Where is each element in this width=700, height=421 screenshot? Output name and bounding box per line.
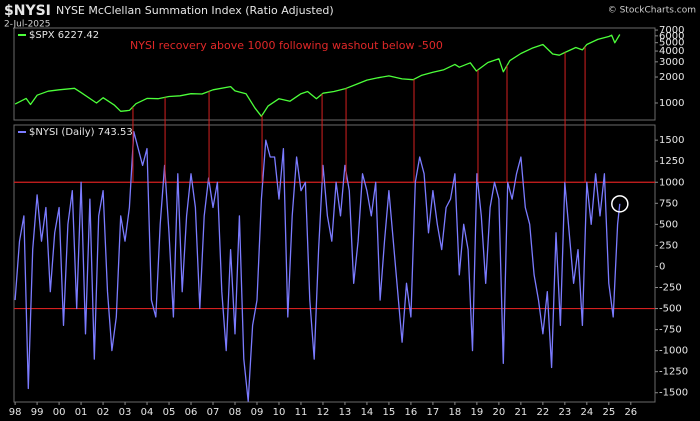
x-tick-label: 16 <box>405 407 418 418</box>
x-tick-label: 20 <box>493 407 506 418</box>
x-tick-label: 98 <box>9 407 22 418</box>
y-tick-label: 1000 <box>659 98 684 109</box>
series-line <box>14 131 621 402</box>
y-tick-label: 750 <box>659 198 678 209</box>
legend-label: $SPX 6227.42 <box>29 30 99 41</box>
annotation: NYSI recovery above 1000 following washo… <box>130 39 443 52</box>
x-tick-label: 00 <box>53 407 66 418</box>
x-tick-label: 17 <box>427 407 440 418</box>
chart-title: NYSE McClellan Summation Index (Ratio Ad… <box>56 4 334 17</box>
y-tick-label: -1500 <box>659 388 688 399</box>
legend-label: $NYSI (Daily) 743.53 <box>29 127 133 138</box>
x-tick-label: 14 <box>361 407 374 418</box>
x-tick-label: 22 <box>536 407 549 418</box>
credit: © StockCharts.com <box>608 6 696 16</box>
y-tick-label: 0 <box>659 261 665 272</box>
chart-date: 2-Jul-2025 <box>4 20 51 30</box>
x-tick-label: 03 <box>119 407 132 418</box>
series-line <box>14 34 621 117</box>
y-tick-label: 5000 <box>659 38 684 49</box>
y-tick-label: -1000 <box>659 346 688 357</box>
x-tick-label: 11 <box>295 407 308 418</box>
symbol: $NYSI <box>4 3 51 19</box>
x-tick-label: 12 <box>317 407 330 418</box>
y-tick-label: -1250 <box>659 367 688 378</box>
panel-frame <box>13 27 656 121</box>
x-tick-label: 25 <box>602 407 615 418</box>
y-tick-label: 250 <box>659 240 678 251</box>
x-tick-label: 08 <box>229 407 242 418</box>
y-tick-label: -500 <box>659 304 682 315</box>
x-tick-label: 09 <box>251 407 264 418</box>
x-tick-label: 99 <box>31 407 44 418</box>
x-tick-label: 26 <box>624 407 637 418</box>
x-tick-label: 24 <box>580 407 593 418</box>
x-tick-label: 04 <box>141 407 154 418</box>
y-tick-label: 3000 <box>659 57 684 68</box>
x-tick-label: 06 <box>185 407 198 418</box>
y-tick-label: 2000 <box>659 72 684 83</box>
y-tick-label: 1500 <box>659 135 684 146</box>
y-tick-label: 500 <box>659 219 678 230</box>
x-tick-label: 23 <box>558 407 571 418</box>
x-tick-label: 07 <box>207 407 220 418</box>
x-tick-label: 10 <box>273 407 286 418</box>
x-tick-label: 01 <box>75 407 88 418</box>
y-tick-label: 6000 <box>659 31 684 42</box>
y-tick-label: 7000 <box>659 25 684 36</box>
y-tick-label: -750 <box>659 325 682 336</box>
x-tick-label: 13 <box>339 407 352 418</box>
x-tick-label: 18 <box>449 407 462 418</box>
x-tick-label: 21 <box>514 407 527 418</box>
y-tick-label: 4000 <box>659 46 684 57</box>
last-value-marker <box>611 195 629 213</box>
y-tick-label: 1000 <box>659 177 684 188</box>
x-tick-label: 05 <box>163 407 176 418</box>
x-tick-label: 15 <box>383 407 396 418</box>
y-tick-label: -250 <box>659 282 682 293</box>
y-tick-label: 1250 <box>659 156 684 167</box>
x-tick-label: 02 <box>97 407 110 418</box>
panel-frame <box>13 124 656 403</box>
x-tick-label: 19 <box>471 407 484 418</box>
